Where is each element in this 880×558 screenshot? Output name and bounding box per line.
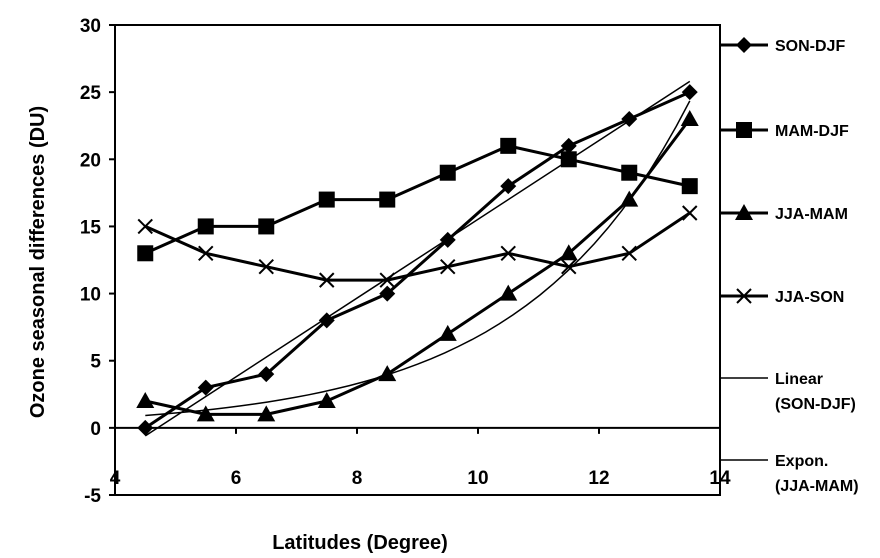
plot-area <box>114 24 721 496</box>
point-jja-mam <box>257 405 276 422</box>
point-mam-djf <box>137 245 154 262</box>
point-jja-mam <box>680 110 699 126</box>
legend-label: (JJA-MAM) <box>775 478 859 495</box>
legend-marker <box>736 122 752 138</box>
point-jja-son <box>500 245 516 261</box>
series-line-mam-djf <box>144 144 691 255</box>
y-axis-title: Ozone seasonal differences (DU) <box>27 106 49 418</box>
series-line-jja-mam <box>144 118 691 416</box>
point-jja-son <box>379 272 395 288</box>
legend-label: SON-DJF <box>775 38 845 55</box>
point-jja-mam <box>317 392 336 408</box>
point-jja-mam <box>136 392 155 408</box>
point-mam-djf <box>621 164 638 181</box>
trendline-exponential <box>145 100 691 417</box>
x-tick-label: 6 <box>231 468 242 489</box>
point-mam-djf <box>560 151 577 168</box>
point-jja-son <box>137 218 153 235</box>
x-axis-ticks: 4 6 8 10 12 14 <box>110 427 731 489</box>
y-tick-label: 0 <box>90 419 101 440</box>
legend-label: JJA-MAM <box>775 206 848 223</box>
y-tick-label: -5 <box>84 486 101 507</box>
point-jja-son <box>682 205 698 221</box>
trendline-linear <box>144 80 691 437</box>
point-son-djf <box>439 231 456 248</box>
series-jja-mam <box>136 110 699 422</box>
point-jja-mam <box>559 244 578 261</box>
point-mam-djf <box>681 178 698 195</box>
point-son-djf <box>500 178 517 195</box>
point-jja-son <box>198 245 214 261</box>
x-axis-title: Latitudes (Degree) <box>272 532 448 554</box>
legend-label: (SON-DJF) <box>775 396 856 413</box>
y-tick-label: 20 <box>80 150 101 171</box>
legend-item-trend-exponential: Expon. (JJA-MAM) <box>720 453 859 495</box>
point-jja-son <box>621 245 637 261</box>
point-mam-djf <box>197 218 214 235</box>
y-axis-ticks: -5 0 5 10 15 20 25 30 <box>80 16 115 507</box>
legend-marker <box>736 37 752 53</box>
point-jja-mam <box>499 284 518 301</box>
series-son-djf <box>137 84 698 436</box>
point-jja-son <box>319 272 335 288</box>
series-jja-son <box>137 205 698 288</box>
y-tick-label: 30 <box>80 16 101 37</box>
x-tick-label: 4 <box>110 468 121 489</box>
series <box>136 84 699 436</box>
point-son-djf <box>379 285 396 302</box>
point-jja-mam <box>438 324 457 341</box>
point-jja-mam <box>620 190 639 207</box>
legend-label: Linear <box>775 371 823 388</box>
point-jja-mam <box>378 365 397 382</box>
point-son-djf <box>318 312 335 329</box>
plot-border <box>114 24 721 496</box>
legend-item-son-djf: SON-DJF <box>720 37 845 55</box>
legend-label: JJA-SON <box>775 289 844 306</box>
y-tick-label: 25 <box>80 83 102 104</box>
point-jja-son <box>561 259 577 275</box>
point-mam-djf <box>439 164 456 181</box>
legend-item-jja-mam: JJA-MAM <box>720 204 848 223</box>
x-tick-label: 14 <box>709 468 731 489</box>
point-jja-son <box>258 259 274 275</box>
legend: SON-DJF MAM-DJF JJA-MAM JJA-SON Linear (SON-D… <box>720 37 859 495</box>
legend-item-jja-son: JJA-SON <box>720 288 844 306</box>
point-mam-djf <box>318 191 335 208</box>
point-jja-mam <box>196 405 215 422</box>
point-mam-djf <box>500 137 517 154</box>
point-mam-djf <box>258 218 275 235</box>
legend-item-mam-djf: MAM-DJF <box>720 122 849 140</box>
series-line-son-djf <box>144 90 691 430</box>
x-tick-label: 12 <box>588 468 609 489</box>
legend-item-trend-linear: Linear (SON-DJF) <box>720 371 856 413</box>
y-tick-label: 5 <box>90 352 101 373</box>
legend-marker <box>735 204 753 220</box>
point-son-djf <box>258 366 275 383</box>
legend-marker <box>736 288 752 304</box>
point-jja-son <box>440 259 456 275</box>
legend-label: MAM-DJF <box>775 123 849 140</box>
x-tick-label: 10 <box>467 468 488 489</box>
trendlines <box>144 80 691 437</box>
point-son-djf <box>621 111 638 127</box>
point-son-djf <box>197 379 214 396</box>
point-son-djf <box>560 137 577 154</box>
point-son-djf <box>681 84 698 101</box>
series-mam-djf <box>137 137 698 262</box>
y-tick-label: 15 <box>80 217 102 238</box>
x-tick-label: 8 <box>352 468 363 489</box>
y-tick-label: 10 <box>80 285 101 306</box>
point-son-djf <box>137 419 154 436</box>
legend-label: Expon. <box>775 453 828 470</box>
series-line-jja-son <box>144 211 691 282</box>
point-mam-djf <box>379 191 396 208</box>
